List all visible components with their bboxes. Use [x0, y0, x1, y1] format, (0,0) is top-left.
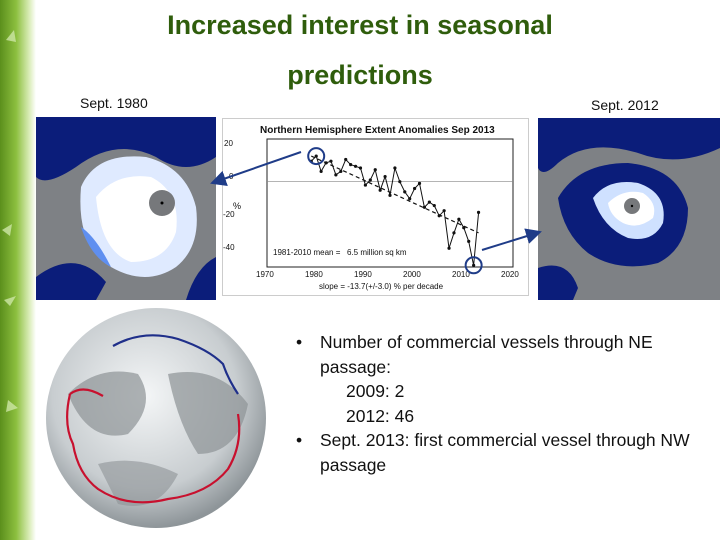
slope-label: slope = -13.7(+/-3.0) % per decade	[319, 282, 444, 291]
data-point	[467, 239, 471, 243]
y-tick-neg20: -20	[223, 210, 235, 219]
data-point	[319, 169, 323, 174]
data-point	[442, 209, 446, 213]
data-point	[349, 163, 353, 167]
data-point	[378, 188, 382, 192]
data-point	[373, 168, 377, 172]
nw-passage-route	[112, 334, 239, 395]
arrow-to-2012-map	[481, 228, 542, 251]
x-tick-2000: 2000	[403, 270, 421, 279]
sea-ice-map-1980	[36, 117, 216, 300]
x-tick-1990: 1990	[354, 270, 372, 279]
plot-frame	[266, 138, 514, 268]
bullet-nw-passage: • Sept. 2013: first commercial vessel th…	[296, 428, 716, 477]
data-point	[329, 159, 333, 163]
data-point	[353, 164, 358, 168]
data-point	[447, 246, 451, 250]
y-tick-neg40: -40	[223, 243, 235, 252]
highlight-1980	[307, 147, 326, 166]
bullet-list: • Number of commercial vessels through N…	[296, 330, 716, 477]
data-point	[363, 183, 367, 187]
data-point	[344, 157, 348, 162]
arctic-globe-routes	[38, 304, 276, 534]
data-point	[476, 210, 481, 214]
sea-ice-map-2012	[538, 118, 720, 300]
data-point	[393, 166, 397, 170]
sub-2009: 2009: 2	[346, 381, 405, 401]
slide-title-line2: predictions	[287, 60, 433, 90]
sub-2012: 2012: 46	[346, 405, 415, 426]
mean-value: 6.5 million sq km	[347, 248, 407, 257]
ne-passage-route	[66, 393, 241, 504]
data-point	[422, 205, 427, 209]
data-point	[314, 154, 318, 158]
bullet-dot: •	[296, 332, 303, 352]
data-point	[334, 173, 338, 177]
chart-title: Northern Hemisphere Extent Anomalies Sep…	[260, 125, 495, 136]
data-point	[452, 231, 456, 235]
chart-svg: Northern Hemisphere Extent Anomalies Sep…	[223, 125, 519, 291]
y-axis-label: %	[233, 201, 241, 211]
sea-ice-1980-icon	[36, 117, 216, 300]
data-point	[403, 190, 407, 194]
data-point	[408, 197, 412, 201]
extent-anomaly-chart: Northern Hemisphere Extent Anomalies Sep…	[222, 118, 529, 296]
caption-sept-1980: Sept. 1980	[80, 95, 148, 111]
bullet-ne-passage: • Number of commercial vessels through N…	[296, 330, 716, 379]
data-point	[472, 263, 476, 267]
bullet-dot: •	[296, 430, 303, 450]
mean-label: 1981-2010 mean =	[273, 248, 341, 257]
x-tick-2020: 2020	[501, 270, 519, 279]
caption-sept-2012: Sept. 2012	[591, 97, 659, 113]
slide-title-line1: Increased interest in seasonal	[167, 10, 553, 40]
data-point	[427, 200, 431, 204]
data-point	[398, 180, 402, 184]
data-point	[417, 181, 422, 185]
ne-passage-route-start	[69, 388, 104, 397]
data-point	[457, 217, 461, 221]
decorative-leaf-strip	[0, 0, 36, 540]
data-point	[368, 178, 372, 182]
data-point	[383, 174, 387, 179]
data-point	[432, 203, 436, 208]
sea-ice-2012-icon	[538, 118, 720, 300]
globe-icon	[46, 308, 266, 528]
x-tick-2010: 2010	[452, 270, 470, 279]
x-tick-1970: 1970	[256, 270, 274, 279]
bullet-ne-text: Number of commercial vessels through NE …	[320, 332, 653, 377]
arrow-to-1980-map	[210, 151, 302, 186]
y-tick-20: 20	[224, 139, 233, 148]
x-tick-1980: 1980	[305, 270, 323, 279]
data-point	[388, 193, 392, 197]
bullet-nw-text: Sept. 2013: first commercial vessel thro…	[320, 430, 690, 475]
highlight-2012	[464, 256, 483, 275]
data-point	[339, 169, 343, 174]
trend-line	[311, 155, 479, 234]
data-point	[358, 166, 363, 170]
data-point	[413, 186, 417, 191]
